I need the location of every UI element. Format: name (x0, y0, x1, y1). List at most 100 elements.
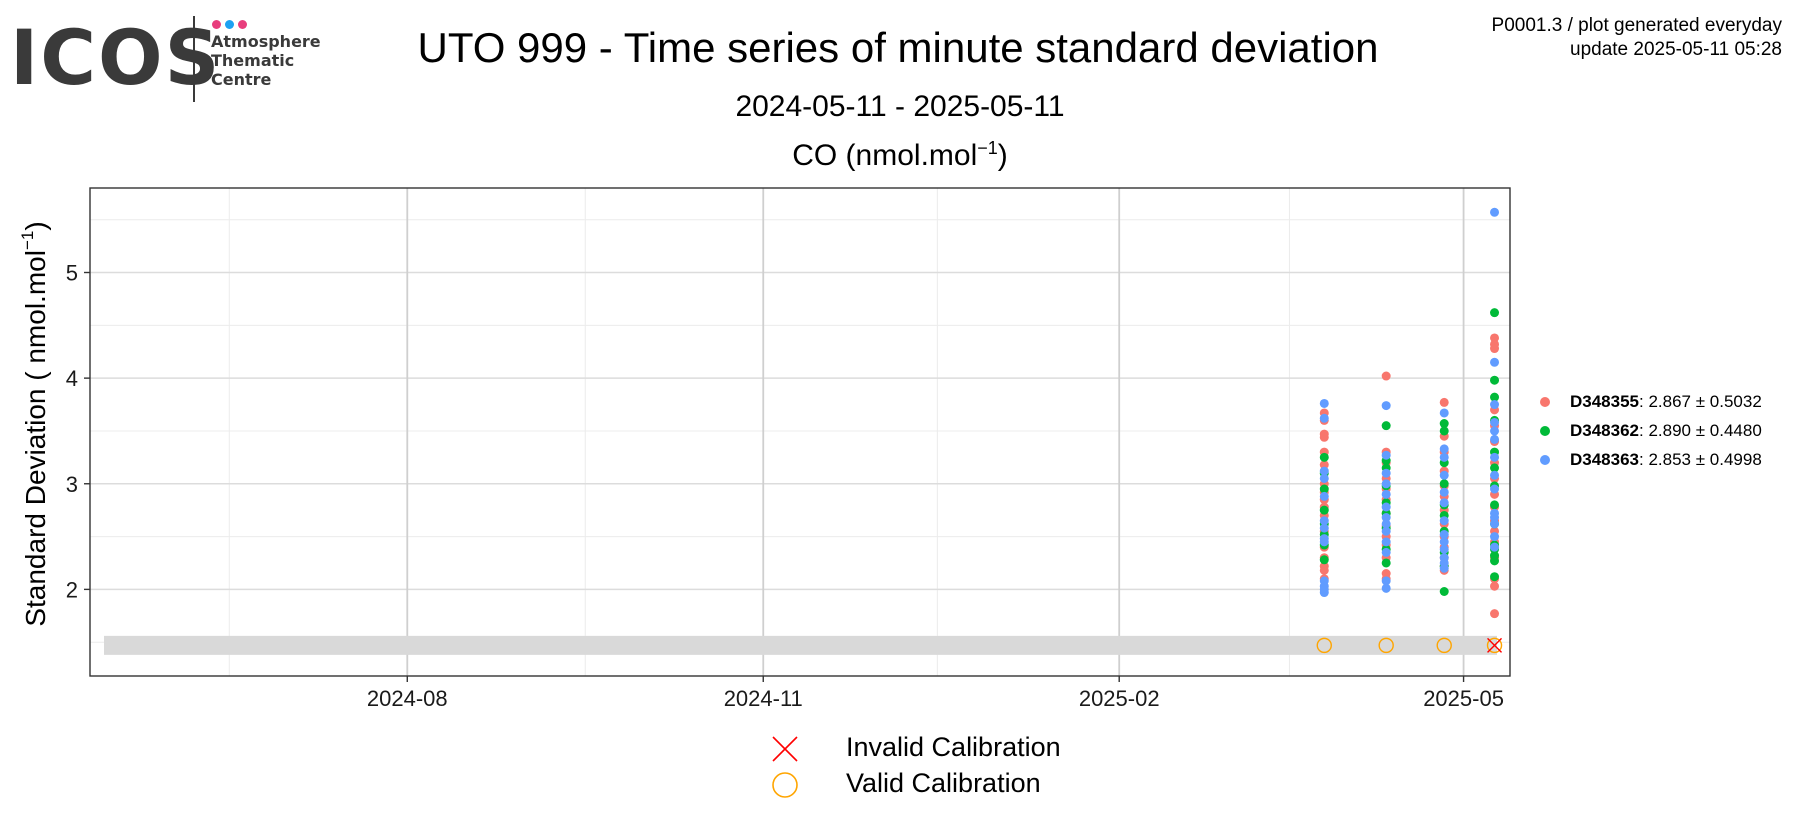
cross-stroke (772, 736, 798, 762)
y-tick-label: 3 (66, 472, 78, 497)
data-point-D348363 (1319, 466, 1329, 476)
data-point-D348363 (1381, 519, 1391, 529)
data-point-D348362 (1319, 452, 1329, 462)
legend-dot (1540, 426, 1550, 436)
data-point-D348362 (1490, 392, 1500, 402)
data-point-D348363 (1490, 542, 1500, 552)
x-tick-label: 2024-11 (724, 686, 803, 711)
data-point-D348363 (1439, 537, 1449, 547)
data-point-D348363 (1439, 452, 1449, 462)
x-tick-label: 2025-05 (1423, 686, 1504, 711)
chart-title-sup: −1 (977, 138, 998, 158)
data-point-D348355 (1490, 609, 1500, 619)
calibration-circle-marker (1486, 637, 1503, 654)
calibration-band (104, 635, 1497, 655)
data-point-D348363 (1490, 532, 1500, 542)
legend-series-stat: : 2.867 ± 0.5032 (1639, 392, 1762, 411)
logo-line-3: Centre (211, 70, 272, 89)
data-point-D348363 (1439, 408, 1449, 418)
chart-title-close: ) (997, 139, 1008, 172)
logo-dots (212, 16, 251, 34)
legend-series-name: D348355 (1570, 392, 1640, 411)
data-point-D348363 (1381, 583, 1391, 593)
data-point-D348363 (1439, 544, 1449, 554)
data-point-D348363 (1381, 401, 1391, 411)
data-point-D348363 (1439, 563, 1449, 573)
data-point-D348363 (1381, 502, 1391, 512)
data-point-D348363 (1381, 526, 1391, 536)
chart-title-text: CO (nmol.mol (792, 139, 978, 172)
data-point-D348355 (1439, 397, 1449, 407)
legend-dot (1540, 455, 1550, 465)
legend-series-name: D348363 (1570, 450, 1640, 469)
icos-logo: ICOS Atmosphere Thematic Centre (10, 14, 330, 104)
y-axis-label-text: Standard Deviation ( nmol.mol (20, 250, 51, 627)
logo-dot-1 (212, 20, 221, 29)
legend-label: D348355: 2.867 ± 0.5032 (1570, 392, 1762, 412)
page-title: UTO 999 - Time series of minute standard… (0, 24, 1800, 72)
data-point-D348362 (1439, 479, 1449, 489)
data-point-D348363 (1381, 479, 1391, 489)
data-point-D348363 (1490, 452, 1500, 462)
orange-circle-icon (772, 772, 798, 798)
data-point-D348363 (1490, 470, 1500, 480)
data-point-D348363 (1439, 498, 1449, 508)
data-point-D348362 (1319, 555, 1329, 565)
legend-series-stat: : 2.853 ± 0.4998 (1639, 450, 1762, 469)
data-point-D348362 (1439, 426, 1449, 436)
data-point-D348363 (1439, 444, 1449, 454)
data-point-D348355 (1319, 565, 1329, 575)
data-point-D348363 (1381, 547, 1391, 557)
legend-series-stat: : 2.890 ± 0.4480 (1639, 421, 1762, 440)
data-point-D348363 (1319, 491, 1329, 501)
data-point-D348363 (1381, 489, 1391, 499)
legend-label: D348362: 2.890 ± 0.4480 (1570, 421, 1762, 441)
data-point-D348355 (1490, 581, 1500, 591)
invalid-calibration-cross-b (1487, 637, 1503, 653)
y-axis-label-sup: −1 (18, 231, 37, 250)
data-point-D348363 (1319, 398, 1329, 408)
data-point-D348363 (1490, 513, 1500, 523)
chart-title: CO (nmol.mol−1) (0, 138, 1800, 173)
y-axis-label-close: ) (20, 221, 51, 230)
logo-line-2: Thematic (211, 51, 295, 70)
valid-calibration-marker (1436, 637, 1452, 654)
x-tick-label: 2024-08 (367, 686, 448, 711)
legend-label: D348363: 2.853 ± 0.4998 (1570, 450, 1762, 470)
data-point-D348363 (1490, 519, 1500, 529)
calibration-legend-label: Valid Calibration (846, 768, 1041, 798)
data-point-D348355 (1381, 371, 1391, 381)
data-point-D348363 (1381, 468, 1391, 478)
date-range-subtitle: 2024-05-11 - 2025-05-11 (735, 90, 1065, 123)
data-point-D348363 (1490, 400, 1500, 410)
data-point-D348362 (1490, 463, 1500, 473)
data-point-D348363 (1319, 523, 1329, 533)
data-point-D348363 (1319, 588, 1329, 598)
plot-meta-line-2: update 2025-05-11 05:28 (1570, 39, 1782, 60)
data-point-D348363 (1490, 426, 1500, 436)
data-point-D348362 (1319, 484, 1329, 494)
x-tick-label: 2025-02 (1079, 686, 1160, 711)
page-title-text: UTO 999 - Time series of minute standard… (417, 24, 1379, 71)
data-point-D348355 (1490, 333, 1500, 343)
logo-dot-2 (225, 20, 234, 29)
logo-line-1: Atmosphere (211, 32, 321, 51)
plot-meta-line-1: P0001.3 / plot generated everyday (1491, 15, 1782, 36)
red-cross-icon (772, 736, 798, 762)
data-point-D348363 (1381, 450, 1391, 460)
logo-wordmark: ICOS (10, 13, 222, 102)
y-tick-label: 5 (66, 261, 78, 286)
data-point-D348355 (1490, 344, 1500, 354)
data-point-D348362 (1490, 572, 1500, 582)
valid-calibration-marker (1316, 637, 1332, 654)
data-point-D348362 (1490, 500, 1500, 510)
data-point-D348362 (1490, 375, 1500, 385)
data-point-D348363 (1439, 470, 1449, 480)
y-axis-label: Standard Deviation ( nmol.mol−1) (18, 221, 51, 626)
data-point-D348363 (1439, 487, 1449, 497)
data-point-D348362 (1490, 308, 1500, 318)
plot-panel-border (89, 187, 1511, 677)
data-point-D348363 (1381, 576, 1391, 586)
plot-meta: P0001.3 / plot generated everyday update… (1492, 14, 1782, 62)
circle-stroke (772, 772, 798, 798)
